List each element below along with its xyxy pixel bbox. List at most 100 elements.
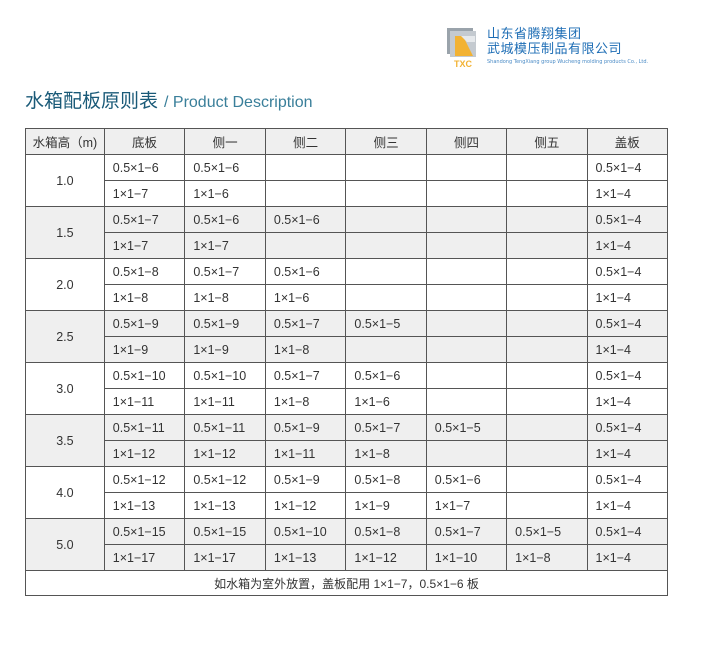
panel-spec-cell: 1×1−9 xyxy=(103,336,186,363)
panel-spec-cell xyxy=(425,284,508,311)
panel-spec-cell: 0.5×1−7 xyxy=(103,206,186,233)
table-row: 2.0 0.5×1−8 0.5×1−7 0.5×1−6 0.5×1−4 xyxy=(25,258,669,311)
panel-spec-cell xyxy=(506,258,588,285)
panel-spec-cell: 1×1−8 xyxy=(264,388,347,415)
panel-spec-cell xyxy=(345,336,427,363)
panel-spec-cell: 0.5×1−7 xyxy=(184,258,266,285)
panel-spec-cell xyxy=(506,284,588,311)
panel-spec-cell: 1×1−11 xyxy=(103,388,186,415)
panel-spec-cell: 1×1−8 xyxy=(103,284,186,311)
panel-spec-cell: 0.5×1−10 xyxy=(264,518,347,545)
panel-spec-cell: 0.5×1−5 xyxy=(425,414,508,441)
panel-spec-cell: 1×1−7 xyxy=(103,232,186,259)
panel-spec-cell xyxy=(264,232,347,259)
tank-height-cell: 2.0 xyxy=(25,258,105,311)
panel-spec-cell xyxy=(345,206,427,233)
panel-spec-cell xyxy=(345,284,427,311)
panel-spec-cell xyxy=(506,180,588,207)
panel-spec-cell: 0.5×1−4 xyxy=(586,310,669,337)
panel-spec-cell xyxy=(506,362,588,389)
panel-spec-cell xyxy=(264,154,347,181)
table-row: 3.0 0.5×1−10 0.5×1−10 0.5×1−7 0.5×1−6 0.5×1−4 xyxy=(25,362,669,415)
panel-spec-cell: 0.5×1−6 xyxy=(425,466,508,493)
table-row: 1.5 0.5×1−7 0.5×1−6 0.5×1−6 0.5×1−4 xyxy=(25,206,669,259)
table-row: 1×1−7 1×1−6 1×1−4 xyxy=(26,180,669,207)
panel-spec-cell: 1×1−4 xyxy=(586,492,669,519)
panel-spec-cell: 1×1−11 xyxy=(264,440,347,467)
panel-spec-cell: 1×1−12 xyxy=(264,492,347,519)
logo-company-name-line1: 山东省腾翔集团 xyxy=(487,27,582,42)
panel-spec-cell xyxy=(264,180,347,207)
column-header: 侧二 xyxy=(264,128,347,155)
column-header: 侧四 xyxy=(425,128,508,155)
panel-spec-cell: 1×1−12 xyxy=(184,440,266,467)
panel-spec-cell: 0.5×1−4 xyxy=(586,414,669,441)
panel-spec-cell: 1×1−17 xyxy=(184,544,266,571)
panel-spec-cell: 1×1−10 xyxy=(425,544,508,571)
panel-spec-cell: 1×1−13 xyxy=(264,544,347,571)
panel-spec-cell: 1×1−8 xyxy=(345,440,427,467)
panel-spec-cell: 0.5×1−6 xyxy=(345,362,427,389)
panel-spec-cell: 0.5×1−9 xyxy=(264,414,347,441)
panel-spec-cell xyxy=(506,206,588,233)
table-note-row: 如水箱为室外放置，盖板配用 1×1−7，0.5×1−6 板 xyxy=(25,570,668,596)
panel-spec-cell xyxy=(506,388,588,415)
panel-spec-cell: 1×1−8 xyxy=(264,336,347,363)
panel-spec-cell: 0.5×1−4 xyxy=(586,362,669,389)
panel-spec-cell: 1×1−8 xyxy=(184,284,266,311)
panel-config-table: 水箱高（m) 底板 侧一 侧二 侧三 侧四 侧五 盖板 1.0 0.5×1−6 0.5×1−6 0.… xyxy=(25,128,669,596)
tank-height-cell: 1.5 xyxy=(25,206,105,259)
txc-logo-icon: TXC xyxy=(447,28,476,68)
panel-spec-cell xyxy=(506,414,588,441)
column-header: 侧一 xyxy=(184,128,266,155)
title-en: / Product Description xyxy=(164,94,313,111)
panel-spec-cell: 0.5×1−4 xyxy=(586,154,669,181)
column-header: 盖板 xyxy=(586,128,669,155)
panel-spec-cell: 0.5×1−9 xyxy=(264,466,347,493)
panel-spec-cell: 0.5×1−11 xyxy=(184,414,266,441)
panel-spec-cell xyxy=(425,310,508,337)
panel-spec-cell: 0.5×1−11 xyxy=(103,414,186,441)
panel-spec-cell: 0.5×1−12 xyxy=(184,466,266,493)
table-row: 1×1−9 1×1−9 1×1−8 1×1−4 xyxy=(26,336,669,363)
table-row: 1×1−12 1×1−12 1×1−11 1×1−8 1×1−4 xyxy=(26,440,669,467)
page-title: 水箱配板原则表 / Product Description xyxy=(25,86,313,113)
table-row: 1×1−13 1×1−13 1×1−12 1×1−9 1×1−7 1×1−4 xyxy=(26,492,669,519)
panel-spec-cell: 1×1−9 xyxy=(184,336,266,363)
panel-spec-cell: 1×1−13 xyxy=(184,492,266,519)
panel-spec-cell: 0.5×1−10 xyxy=(184,362,266,389)
panel-spec-cell: 0.5×1−4 xyxy=(586,206,669,233)
panel-spec-cell: 0.5×1−6 xyxy=(184,206,266,233)
panel-spec-cell xyxy=(425,362,508,389)
panel-spec-cell xyxy=(506,310,588,337)
panel-spec-cell: 0.5×1−9 xyxy=(103,310,186,337)
panel-spec-cell: 1×1−7 xyxy=(425,492,508,519)
panel-spec-cell: 1×1−4 xyxy=(586,180,669,207)
column-header: 底板 xyxy=(103,128,186,155)
panel-spec-cell: 0.5×1−6 xyxy=(264,258,347,285)
panel-spec-cell xyxy=(425,206,508,233)
panel-spec-cell: 1×1−6 xyxy=(345,388,427,415)
panel-spec-cell: 1×1−7 xyxy=(184,232,266,259)
panel-spec-cell: 1×1−4 xyxy=(586,336,669,363)
panel-spec-cell: 1×1−6 xyxy=(264,284,347,311)
tank-height-cell: 4.0 xyxy=(25,466,105,519)
panel-spec-cell: 1×1−4 xyxy=(586,388,669,415)
table-row: 3.5 0.5×1−11 0.5×1−11 0.5×1−9 0.5×1−7 0.5×1−5… xyxy=(25,414,669,467)
panel-spec-cell xyxy=(425,180,508,207)
panel-spec-cell: 1×1−6 xyxy=(184,180,266,207)
panel-spec-cell: 0.5×1−7 xyxy=(264,362,347,389)
panel-spec-cell xyxy=(506,336,588,363)
panel-spec-cell: 1×1−8 xyxy=(506,544,588,571)
tank-height-cell: 3.0 xyxy=(25,362,105,415)
panel-spec-cell: 0.5×1−8 xyxy=(345,518,427,545)
panel-spec-cell xyxy=(506,440,588,467)
panel-spec-cell: 0.5×1−9 xyxy=(184,310,266,337)
tank-height-cell: 2.5 xyxy=(25,310,105,363)
panel-spec-cell xyxy=(425,388,508,415)
table-row: 1×1−8 1×1−8 1×1−6 1×1−4 xyxy=(26,284,669,311)
panel-spec-cell: 1×1−12 xyxy=(103,440,186,467)
table-note: 如水箱为室外放置，盖板配用 1×1−7，0.5×1−6 板 xyxy=(25,570,668,596)
panel-spec-cell: 0.5×1−6 xyxy=(264,206,347,233)
logo-company-name-line2: 武城模压制品有限公司 xyxy=(487,42,623,57)
